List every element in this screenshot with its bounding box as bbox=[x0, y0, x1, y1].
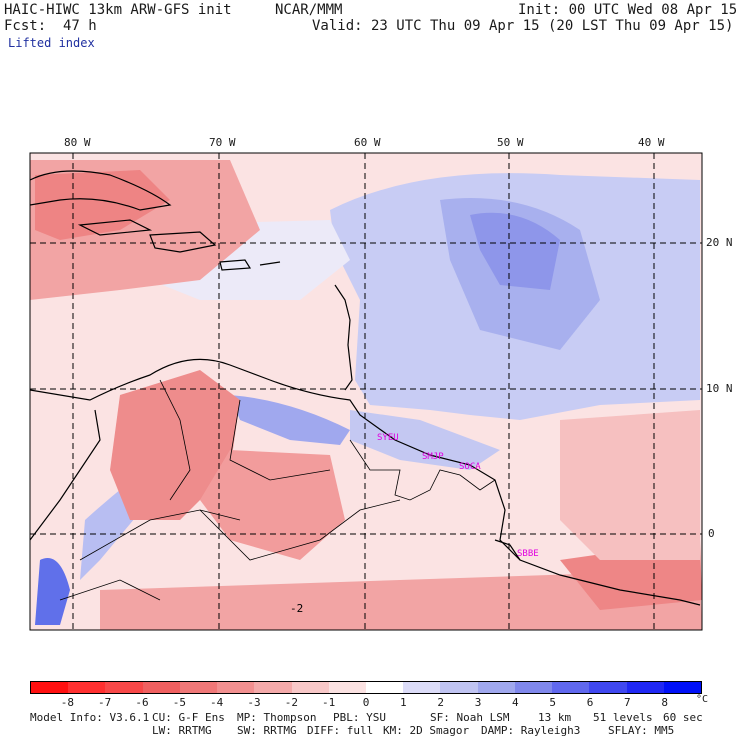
colorbar-segment bbox=[142, 682, 180, 693]
colorbar-tick-label: 0 bbox=[362, 696, 370, 709]
footer-sw: SW: RRTMG bbox=[237, 724, 297, 737]
stable-peak-atlantic bbox=[470, 212, 560, 290]
init-time: Init: 00 UTC Wed 08 Apr 15 bbox=[518, 2, 738, 18]
colorbar-segment bbox=[105, 682, 143, 693]
colorbar-segment bbox=[514, 682, 553, 693]
unstable-region-east-atlantic bbox=[560, 410, 700, 560]
colorbar-unit: °C bbox=[696, 694, 709, 705]
lat-label-0: 0 bbox=[708, 527, 715, 540]
colorbar-segment bbox=[328, 682, 366, 693]
unstable-region-colombia bbox=[110, 370, 240, 520]
unstable-region-amazon bbox=[100, 570, 702, 630]
stable-region-venezuela bbox=[230, 395, 350, 445]
colorbar-segment bbox=[440, 682, 478, 693]
coastlines bbox=[30, 170, 701, 606]
fcst-hours: 47 h bbox=[63, 18, 97, 34]
colorbar bbox=[30, 681, 702, 694]
station-markers: SYEU SMJP SOCA SBBE bbox=[377, 433, 539, 559]
unstable-region-venezuela-interior bbox=[200, 450, 345, 560]
colorbar-tick-label: 4 bbox=[512, 696, 519, 709]
lon-label-80w: 80 W bbox=[64, 136, 91, 149]
colorbar-segment bbox=[365, 682, 404, 693]
colorbar-tick-label: 6 bbox=[586, 696, 594, 709]
stable-region-pacific bbox=[35, 558, 70, 625]
footer-sflay: SFLAY: MM5 bbox=[608, 724, 675, 737]
country-borders bbox=[59, 379, 496, 601]
latlon-grid bbox=[30, 153, 702, 630]
colorbar-tick-label: -5 bbox=[172, 696, 186, 709]
footer-pbl: PBL: YSU bbox=[333, 711, 386, 724]
colorbar-segment bbox=[626, 682, 664, 693]
lon-label-60w: 60 W bbox=[354, 136, 381, 149]
colorbar-segment bbox=[217, 682, 255, 693]
colorbar-tick-label: 5 bbox=[549, 696, 556, 709]
org-name: NCAR/MMM bbox=[275, 2, 343, 18]
station-soca: SOCA bbox=[459, 462, 481, 472]
footer-km: KM: 2D Smagor bbox=[383, 724, 470, 737]
colorbar-tick-label: 8 bbox=[661, 696, 668, 709]
field-name: Lifted index bbox=[8, 36, 95, 50]
station-syeu: SYEU bbox=[377, 433, 399, 443]
lon-label-70w: 70 W bbox=[209, 136, 236, 149]
lon-label-40w: 40 W bbox=[638, 136, 665, 149]
footer-mp: MP: Thompson bbox=[237, 711, 317, 724]
colorbar-segment bbox=[589, 682, 627, 693]
colorbar-tick-label: -4 bbox=[210, 696, 224, 709]
colorbar-tick-label: 7 bbox=[624, 696, 631, 709]
colorbar-tick-label: 2 bbox=[437, 696, 444, 709]
station-smjp: SMJP bbox=[422, 452, 444, 462]
colorbar-tick-label: -8 bbox=[60, 696, 74, 709]
colorbar-segment bbox=[552, 682, 590, 693]
footer-lw: LW: RRTMG bbox=[152, 724, 212, 737]
colorbar-tick-label: -3 bbox=[247, 696, 261, 709]
colorbar-segment bbox=[254, 682, 292, 693]
lon-label-50w: 50 W bbox=[497, 136, 524, 149]
colorbar-segment bbox=[31, 682, 69, 693]
colorbar-tick-label: 3 bbox=[474, 696, 482, 709]
valid-time: Valid: 23 UTC Thu 09 Apr 15 (20 LST Thu … bbox=[312, 18, 734, 34]
colorbar-segment bbox=[477, 682, 515, 693]
colorbar-tick-label: -6 bbox=[135, 696, 149, 709]
colorbar-tick-label: 1 bbox=[400, 696, 407, 709]
colorbar-segment bbox=[403, 682, 441, 693]
footer-model-info: Model Info: V3.6.1 bbox=[30, 711, 150, 724]
stable-region-guianas-coast bbox=[350, 410, 500, 470]
map-frame bbox=[29, 152, 703, 631]
footer-cu: CU: G-F Ens bbox=[152, 711, 225, 724]
colorbar-segment bbox=[179, 682, 218, 693]
colorbar-tick-label: -1 bbox=[322, 696, 336, 709]
colorbar-segment bbox=[663, 682, 701, 693]
station-sbbe: SBBE bbox=[517, 549, 539, 559]
footer-resolution: 13 km bbox=[538, 711, 572, 724]
footer-levels: 51 levels bbox=[593, 711, 653, 724]
colorbar-tick-label: -7 bbox=[98, 696, 112, 709]
model-title: HAIC-HIWC 13km ARW-GFS init bbox=[4, 2, 232, 18]
unstable-core-antilles bbox=[35, 170, 170, 240]
lat-label-10n: 10 N bbox=[706, 382, 733, 395]
footer-diff: DIFF: full bbox=[307, 724, 374, 737]
colorbar-tick-label: -2 bbox=[284, 696, 298, 709]
lat-label-20n: 20 N bbox=[706, 236, 733, 249]
footer-timestep: 60 sec bbox=[663, 711, 703, 724]
colorbar-segment bbox=[291, 682, 329, 693]
footer-damp: DAMP: Rayleigh3 bbox=[481, 724, 581, 737]
colorbar-segment bbox=[68, 682, 106, 693]
fcst-label: Fcst: bbox=[4, 18, 47, 34]
footer-sf: SF: Noah LSM bbox=[430, 711, 510, 724]
contour-label: -2 bbox=[290, 602, 303, 615]
